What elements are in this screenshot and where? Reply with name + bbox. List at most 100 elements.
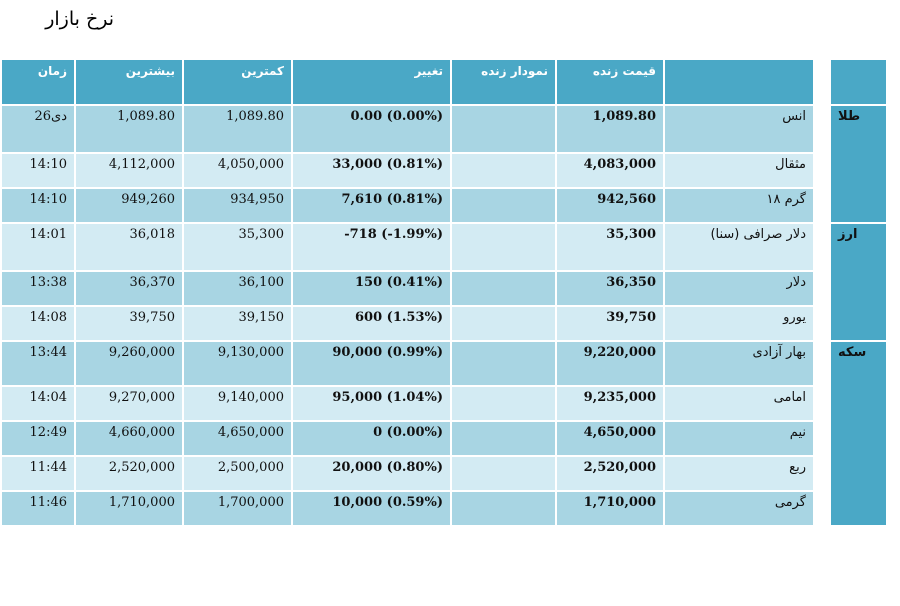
header-category	[829, 58, 888, 106]
time-cell: 14:08	[0, 305, 76, 342]
table-row: 14:04 9,270,000 9,140,000 95,000 (1.04%) 9,2…	[0, 385, 887, 422]
high-cell: 949,260	[74, 187, 184, 224]
time-cell: 14:04	[0, 385, 76, 422]
live-price-cell: 1,710,000	[555, 490, 665, 527]
category-label: سکه	[829, 340, 888, 527]
low-cell: 4,650,000	[182, 420, 293, 457]
change-cell: 33,000 (0.81%)	[291, 152, 452, 189]
high-cell: 4,660,000	[74, 420, 184, 457]
high-cell: 2,520,000	[74, 455, 184, 492]
column-gap	[813, 385, 831, 422]
live-price-cell: 4,650,000	[555, 420, 665, 457]
low-cell: 934,950	[182, 187, 293, 224]
time-cell: 13:38	[0, 270, 76, 307]
low-cell: 36,100	[182, 270, 293, 307]
low-cell: 2,500,000	[182, 455, 293, 492]
time-cell: 13:44	[0, 340, 76, 387]
live-chart-cell	[450, 385, 557, 422]
low-cell: 9,140,000	[182, 385, 293, 422]
change-cell: 20,000 (0.80%)	[291, 455, 452, 492]
high-cell: 9,270,000	[74, 385, 184, 422]
header-time: زمان	[0, 58, 76, 106]
live-chart-cell	[450, 187, 557, 224]
live-price-cell: 39,750	[555, 305, 665, 342]
high-cell: 36,018	[74, 222, 184, 272]
high-cell: 1,710,000	[74, 490, 184, 527]
table-row: 12:49 4,660,000 4,650,000 0 (0.00%) 4,650,00…	[0, 420, 887, 457]
header-high: بیشترین	[74, 58, 184, 106]
item-name-cell: دلار صرافی (سنا)	[663, 222, 815, 272]
item-name-cell: گرم ۱۸	[663, 187, 815, 224]
time-cell: 11:44	[0, 455, 76, 492]
time-cell: 12:49	[0, 420, 76, 457]
column-gap	[813, 222, 831, 272]
live-chart-cell	[450, 152, 557, 189]
change-cell: 10,000 (0.59%)	[291, 490, 452, 527]
high-cell: 36,370	[74, 270, 184, 307]
live-chart-cell	[450, 490, 557, 527]
item-name-cell: دلار	[663, 270, 815, 307]
high-cell: 39,750	[74, 305, 184, 342]
category-label: ارز	[829, 222, 888, 342]
column-gap	[813, 187, 831, 224]
table-row: 11:44 2,520,000 2,500,000 20,000 (0.80%) 2,5…	[0, 455, 887, 492]
column-gap	[813, 305, 831, 342]
live-chart-cell	[450, 420, 557, 457]
column-gap	[813, 104, 831, 154]
change-cell: 600 (1.53%)	[291, 305, 452, 342]
change-cell: 90,000 (0.99%)	[291, 340, 452, 387]
time-cell: 14:10	[0, 152, 76, 189]
table-row: 26دی 1,089.80 1,089.80 0.00 (0.00%) 1,089.80…	[0, 104, 888, 224]
item-name-cell: ربع	[663, 455, 815, 492]
item-name-cell: گرمی	[663, 490, 815, 527]
high-cell: 9,260,000	[74, 340, 184, 387]
change-cell: 7,610 (0.81%)	[291, 187, 452, 224]
header-change: تغییر	[291, 58, 452, 106]
category-label: طلا	[829, 104, 888, 224]
live-price-cell: 942,560	[555, 187, 665, 224]
column-gap	[813, 455, 831, 492]
column-gap	[813, 152, 831, 189]
table-row: 14:08 39,750 39,150 600 (1.53%) 39,750 یورو	[0, 305, 887, 342]
live-chart-cell	[450, 340, 557, 387]
live-price-cell: 1,089.80	[555, 104, 665, 154]
table-row: 13:44 9,260,000 9,130,000 90,000 (0.99%) 9,2…	[0, 340, 888, 527]
column-gap	[813, 420, 831, 457]
column-gap	[813, 490, 831, 527]
live-chart-cell	[450, 305, 557, 342]
live-chart-cell	[450, 222, 557, 272]
live-price-cell: 36,350	[555, 270, 665, 307]
low-cell: 9,130,000	[182, 340, 293, 387]
item-name-cell: امامی	[663, 385, 815, 422]
low-cell: 35,300	[182, 222, 293, 272]
table-row: 13:38 36,370 36,100 150 (0.41%) 36,350 دلار	[0, 270, 887, 307]
item-name-cell: مثقال	[663, 152, 815, 189]
header-name	[663, 58, 815, 106]
live-price-cell: 4,083,000	[555, 152, 665, 189]
header-live-price: قیمت زنده	[555, 58, 665, 106]
column-gap	[813, 58, 831, 106]
change-cell: 95,000 (1.04%)	[291, 385, 452, 422]
item-name-cell: نیم	[663, 420, 815, 457]
table-row: 14:10 4,112,000 4,050,000 33,000 (0.81%) 4,0…	[0, 152, 887, 189]
item-name-cell: یورو	[663, 305, 815, 342]
header-live-chart: نمودار زنده	[450, 58, 557, 106]
table-row: 14:10 949,260 934,950 7,610 (0.81%) 942,560 گ…	[0, 187, 887, 224]
table-row: 14:01 36,018 35,300 -718 (-1.99%) 35,300 دلار…	[0, 222, 888, 342]
time-cell: 14:10	[0, 187, 76, 224]
live-chart-cell	[450, 455, 557, 492]
market-rates-table: زمان بیشترین کمترین تغییر نمودار زنده قی…	[0, 58, 888, 527]
low-cell: 39,150	[182, 305, 293, 342]
time-cell: 11:46	[0, 490, 76, 527]
time-cell: 26دی	[0, 104, 76, 154]
live-price-cell: 2,520,000	[555, 455, 665, 492]
high-cell: 1,089.80	[74, 104, 184, 154]
column-gap	[813, 270, 831, 307]
column-gap	[813, 340, 831, 387]
live-price-cell: 35,300	[555, 222, 665, 272]
item-name-cell: بهار آزادی	[663, 340, 815, 387]
change-cell: 150 (0.41%)	[291, 270, 452, 307]
table-row: 11:46 1,710,000 1,700,000 10,000 (0.59%) 1,7…	[0, 490, 887, 527]
live-chart-cell	[450, 270, 557, 307]
change-cell: 0.00 (0.00%)	[291, 104, 452, 154]
